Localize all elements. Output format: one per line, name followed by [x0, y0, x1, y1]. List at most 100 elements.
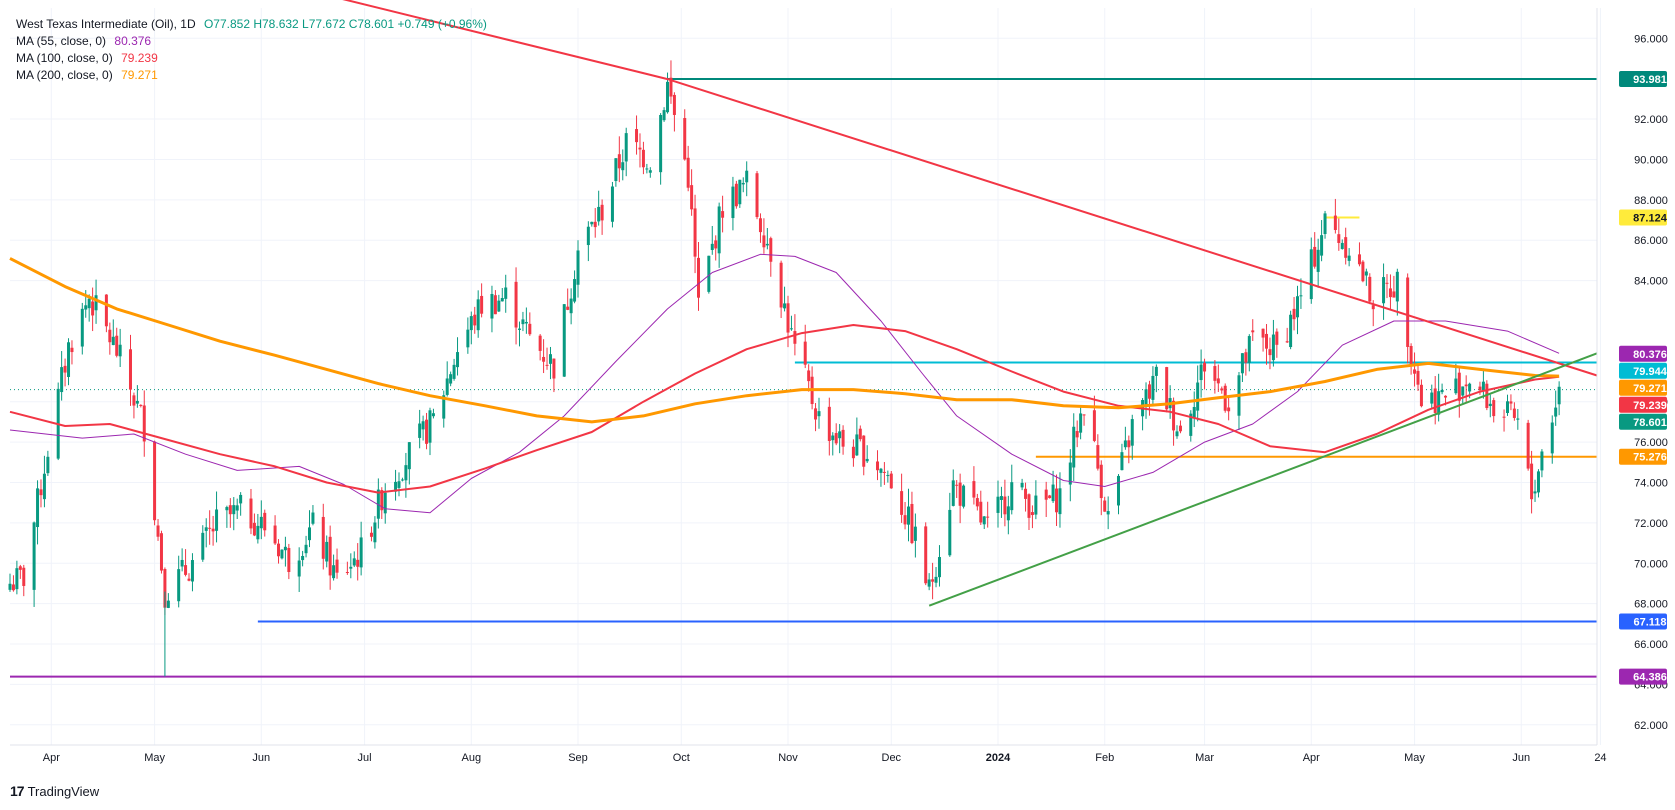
candle-body	[431, 413, 435, 417]
price-badge	[1619, 71, 1667, 88]
ma200-value: 79.271	[121, 68, 158, 82]
candle-body	[1388, 288, 1392, 298]
x-tick-label: Jun	[1512, 752, 1530, 764]
candle-body	[1419, 384, 1423, 407]
y-tick-label: 62.000	[1634, 720, 1668, 732]
tradingview-logo-icon: 17	[10, 783, 25, 799]
candle-body	[693, 208, 697, 257]
candle-body	[1024, 488, 1028, 499]
candle-body	[590, 221, 594, 225]
x-tick-label: 24	[1594, 752, 1606, 764]
price-badge-text: 80.376	[1633, 349, 1667, 361]
candle-body	[497, 300, 501, 312]
candle-body	[710, 243, 714, 250]
symbol-title[interactable]: West Texas Intermediate (Oil), 1D	[16, 17, 196, 31]
candle-body	[335, 559, 339, 573]
candle-body	[67, 342, 71, 377]
candle-body	[1292, 308, 1296, 320]
candle-body	[239, 494, 243, 504]
ohlc-readout: O77.852 H78.632 L77.672 C78.601 +0.749 (…	[203, 17, 487, 31]
candle-body	[1299, 295, 1303, 297]
candle-body	[734, 183, 738, 207]
trendlines	[342, 0, 1598, 607]
legend-ma100-row[interactable]: MA (100, close, 0) 79.239	[16, 50, 487, 67]
x-tick-label: Oct	[673, 752, 690, 764]
candle-body	[803, 341, 807, 365]
candle-body	[1079, 413, 1083, 433]
candle-body	[1409, 345, 1413, 366]
candle-body	[1454, 378, 1458, 394]
y-tick-label: 70.000	[1634, 558, 1668, 570]
candle-body	[1437, 391, 1441, 415]
candle-body	[975, 498, 979, 507]
candle-body	[376, 489, 380, 519]
candle-body	[128, 349, 132, 390]
candle-body	[617, 154, 621, 169]
candle-body	[573, 279, 577, 302]
candle-body	[876, 461, 880, 471]
legend-ma200-row[interactable]: MA (200, close, 0) 79.271	[16, 67, 487, 84]
candle-body	[882, 471, 886, 473]
candle-body	[659, 114, 663, 173]
candle-body	[731, 186, 735, 219]
candle-body	[111, 336, 115, 346]
candle-body	[982, 516, 986, 525]
candle-body	[1406, 277, 1410, 347]
candle-body	[469, 316, 473, 331]
candle-body	[672, 94, 676, 115]
candle-body	[562, 304, 566, 377]
candle-body	[686, 157, 690, 188]
candle-body	[817, 411, 821, 417]
candle-body	[383, 492, 387, 514]
candle-body	[418, 423, 422, 438]
candle-body	[504, 287, 508, 299]
candle-body	[311, 512, 315, 524]
candle-body	[1203, 362, 1207, 372]
candle-body	[697, 257, 701, 298]
candle-body	[521, 319, 525, 325]
candle-body	[1154, 366, 1158, 376]
candle-body	[1010, 482, 1014, 511]
tradingview-brand[interactable]: 17 TradingView	[10, 783, 99, 799]
legend-ma55-row[interactable]: MA (55, close, 0) 80.376	[16, 33, 487, 50]
candle-body	[328, 536, 332, 576]
candle-body	[1433, 388, 1437, 413]
candle-body	[380, 490, 384, 511]
ma100-label: MA (100, close, 0)	[16, 51, 113, 65]
y-tick-label: 68.000	[1634, 599, 1668, 611]
candle-body	[1512, 408, 1516, 418]
candle-body	[648, 170, 652, 173]
candle-body	[514, 281, 518, 328]
candle-body	[972, 481, 976, 498]
candle-body	[906, 506, 910, 525]
candle-body	[18, 566, 22, 570]
candle-body	[84, 305, 88, 310]
candle-body	[889, 473, 893, 489]
candle-body	[1227, 407, 1231, 412]
candle-body	[517, 328, 521, 330]
candle-body	[252, 522, 256, 536]
candle-body	[307, 527, 311, 541]
candle-body	[586, 226, 590, 246]
candle-body	[765, 243, 769, 246]
candle-body	[738, 179, 742, 205]
price-badge-text: 78.601	[1633, 417, 1667, 429]
price-badge	[1619, 209, 1667, 226]
candle-body	[394, 481, 398, 492]
candle-body	[1533, 491, 1537, 494]
candle-body	[913, 526, 917, 541]
candle-body	[249, 498, 253, 529]
candle-body	[855, 434, 859, 456]
candle-body	[132, 395, 136, 406]
price-badge-text: 87.124	[1633, 213, 1668, 225]
candle-body	[924, 526, 928, 584]
candle-body	[1488, 403, 1492, 407]
candle-body	[442, 395, 446, 419]
candle-body	[951, 480, 955, 506]
candle-body	[1554, 407, 1558, 417]
candle-body	[1034, 495, 1038, 515]
candle-body	[858, 428, 862, 440]
candle-body	[762, 235, 766, 248]
